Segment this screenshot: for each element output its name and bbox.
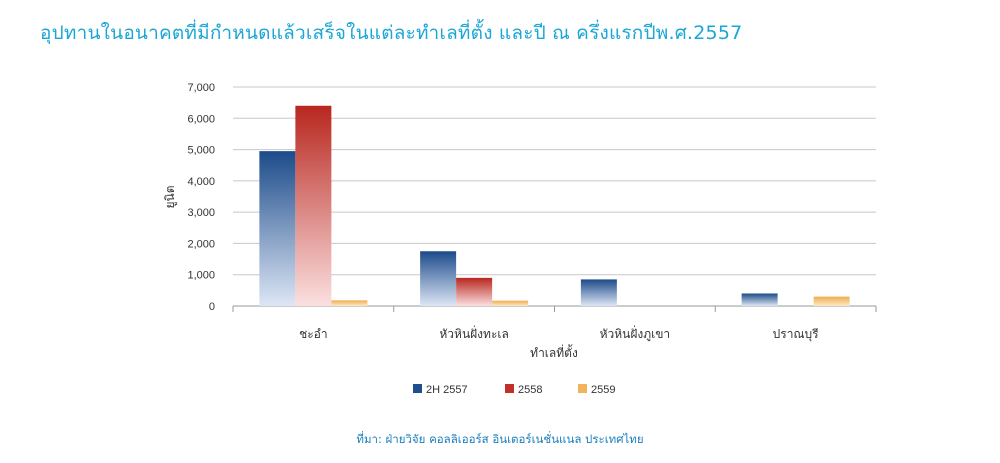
- bar-2559: [813, 296, 850, 306]
- legend-swatch: [578, 384, 587, 393]
- y-tick-label: 2,000: [187, 238, 215, 250]
- legend-label: 2558: [518, 384, 542, 396]
- bar-2558: [456, 277, 493, 306]
- bars: [259, 105, 850, 307]
- y-tick-label: 0: [209, 301, 215, 313]
- bar-2h-2557: [580, 279, 617, 306]
- y-tick-label: 5,000: [187, 145, 215, 157]
- chart-title: อุปทานในอนาคตที่มีกำหนดแล้วเสร็จในแต่ละท…: [40, 22, 743, 44]
- y-axis-title: ยูนิต: [163, 185, 178, 208]
- y-tick-label: 1,000: [187, 270, 215, 282]
- x-axis-title: ทำเลที่ตั้ง: [530, 344, 578, 360]
- y-tick-label: 7,000: [187, 82, 215, 94]
- x-category-label: ชะอำ: [299, 327, 328, 341]
- legend-label: 2H 2557: [426, 384, 468, 396]
- bar-2559: [492, 300, 529, 306]
- bar-2h-2557: [259, 151, 296, 306]
- x-category-label: ปราณบุรี: [773, 327, 820, 342]
- bar-2h-2557: [741, 293, 778, 306]
- legend-swatch: [413, 384, 422, 393]
- bar-2559: [331, 300, 368, 306]
- y-tick-label: 4,000: [187, 176, 215, 188]
- x-category-label: หัวหินฝั่งภูเขา: [600, 325, 671, 342]
- x-category-label: หัวหินฝั่งทะเล: [439, 325, 508, 341]
- bar-2h-2557: [420, 251, 457, 306]
- legend-label: 2559: [591, 384, 615, 396]
- source-note: ที่มา: ฝ่ายวิจัย คอลลิเออร์ส อินเตอร์เนช…: [356, 432, 644, 446]
- axes: 0 1,000 2,000 3,000 4,000 5,000 6,000 7,000 ชะอำ…: [163, 82, 877, 360]
- legend-swatch: [505, 384, 514, 393]
- y-tick-label: 6,000: [187, 113, 215, 125]
- y-tick-label: 3,000: [187, 207, 215, 219]
- legend: 2H 2557 2558 2559: [413, 384, 615, 396]
- bar-2558: [295, 105, 332, 307]
